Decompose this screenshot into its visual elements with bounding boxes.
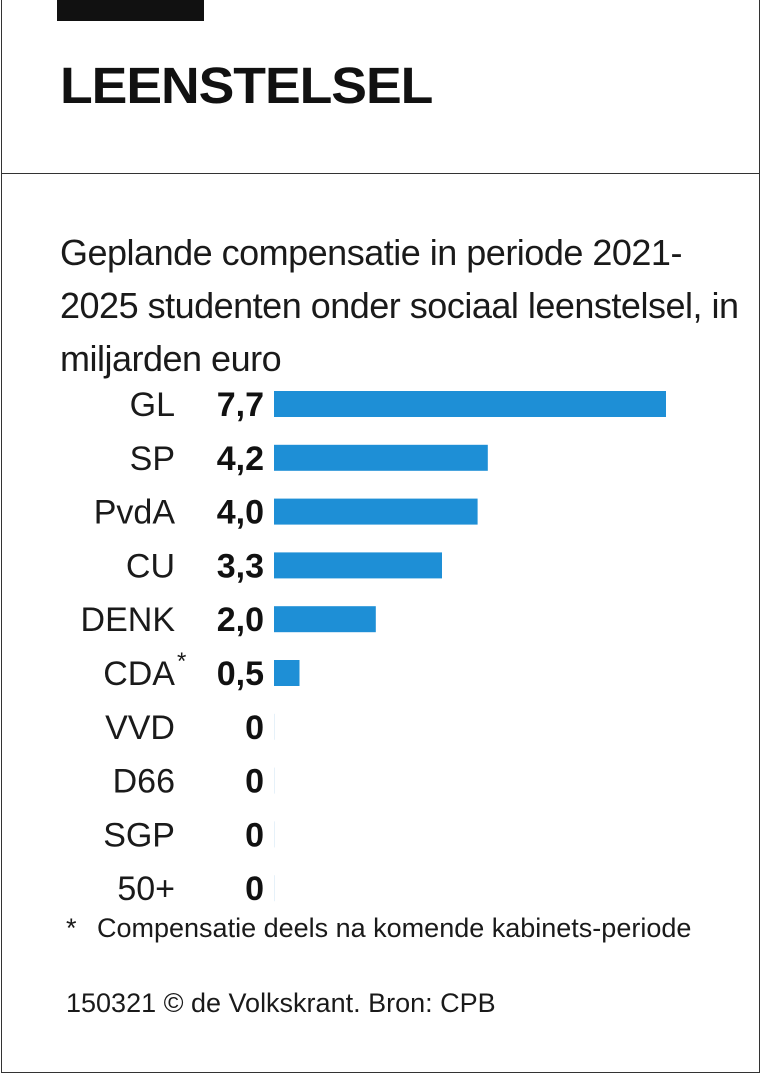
bar bbox=[274, 552, 442, 579]
category-label: D66 bbox=[113, 763, 175, 801]
footnote: * Compensatie deels na komende kabinets-… bbox=[66, 913, 746, 944]
category-label: VVD bbox=[105, 709, 175, 747]
bar bbox=[274, 660, 300, 686]
chart-title: LEENSTELSEL bbox=[60, 57, 433, 114]
bar bbox=[274, 444, 488, 471]
zero-bar bbox=[274, 821, 275, 848]
value-label: 0,5 bbox=[217, 655, 264, 693]
category-label: SGP bbox=[103, 816, 175, 854]
value-label: 3,3 bbox=[217, 547, 264, 585]
category-label: CU bbox=[126, 547, 175, 585]
category-footnote-marker: * bbox=[177, 648, 186, 675]
bar bbox=[274, 606, 376, 633]
value-label: 4,2 bbox=[217, 440, 264, 478]
category-label: DENK bbox=[81, 601, 176, 639]
chart-subtitle: Geplande compensatie in periode 2021-202… bbox=[60, 232, 739, 379]
top-accent-bar bbox=[57, 0, 204, 21]
bar-chart: GL 7,7 SP 4,2 PvdA 4,0 CU 3,3 DENK 2,0 CDA * 0,5 VVD 0… bbox=[81, 386, 666, 908]
zero-bar bbox=[274, 713, 275, 740]
category-label: 50+ bbox=[117, 870, 175, 908]
category-label: SP bbox=[130, 440, 175, 478]
value-label: 4,0 bbox=[217, 494, 264, 532]
bar bbox=[274, 498, 478, 525]
footnote-text: Compensatie deels na komende kabinets-pe… bbox=[97, 913, 692, 943]
value-label: 0 bbox=[245, 816, 264, 854]
value-label: 2,0 bbox=[217, 601, 264, 639]
value-label: 0 bbox=[245, 709, 264, 747]
value-label: 7,7 bbox=[217, 386, 264, 424]
header-divider bbox=[1, 173, 760, 174]
category-label: PvdA bbox=[94, 494, 176, 532]
value-label: 0 bbox=[245, 763, 264, 801]
category-label: CDA bbox=[103, 655, 175, 693]
bar bbox=[274, 391, 666, 417]
category-label: GL bbox=[130, 386, 175, 424]
footnote-marker: * bbox=[66, 913, 77, 943]
zero-bar bbox=[274, 767, 275, 794]
source-credit: 150321 © de Volkskrant. Bron: CPB bbox=[66, 988, 496, 1018]
value-label: 0 bbox=[245, 870, 264, 908]
zero-bar bbox=[274, 875, 275, 902]
